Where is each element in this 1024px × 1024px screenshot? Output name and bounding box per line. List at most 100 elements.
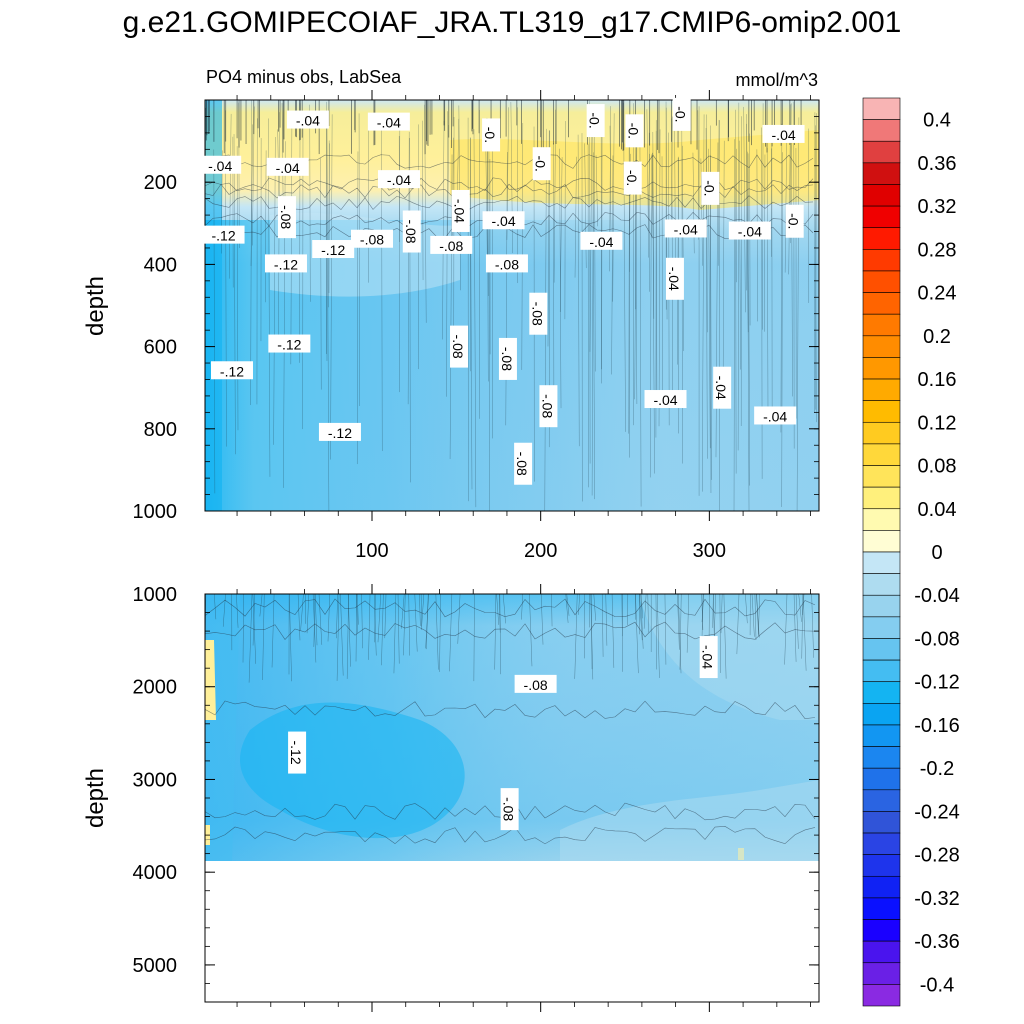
contour-line (595, 155, 598, 227)
svg-text:-.04: -.04 (492, 213, 516, 229)
contour-line (679, 594, 682, 670)
colorbar-tick-label: -0.32 (914, 888, 960, 910)
contour-line (496, 594, 499, 625)
colorbar-swatch (862, 854, 901, 877)
upper-x-tick-label: 100 (355, 540, 388, 562)
svg-text:-.08: -.08 (529, 302, 545, 326)
colorbar-tick-label: -0.28 (914, 845, 960, 867)
svg-text:-.04: -.04 (653, 392, 677, 408)
contour-line (577, 134, 580, 447)
upper-contour-label: -.12 (268, 334, 311, 353)
svg-text:-0.: -0. (482, 127, 498, 143)
contour-line (320, 158, 322, 390)
contour-line (559, 157, 563, 313)
contour-line (671, 116, 673, 224)
svg-text:-.12: -.12 (277, 337, 301, 353)
svg-text:-0.: -0. (624, 170, 640, 186)
contour-line (601, 594, 604, 657)
lower-contour-label: -.12 (288, 731, 307, 774)
contour-line (250, 124, 253, 267)
colorbar-tick-label: -0.04 (914, 585, 960, 607)
contour-line (414, 594, 418, 652)
colorbar-tick-label: 0.08 (918, 456, 957, 478)
svg-text:-.04: -.04 (387, 172, 411, 188)
contour-line (551, 594, 553, 627)
contour-line (373, 594, 377, 656)
contour-line (682, 145, 685, 352)
contour-line (746, 151, 750, 511)
upper-contour-label: -.08 (350, 229, 393, 248)
contour-line (494, 594, 497, 670)
contour-line (655, 594, 658, 670)
contour-line (780, 123, 783, 433)
contour-line (409, 138, 411, 483)
colorbar-tick-label: 0.2 (923, 326, 951, 348)
colorbar-tick-label: -0.08 (914, 628, 960, 650)
colorbar-swatch (862, 724, 901, 747)
contour-line (419, 594, 421, 626)
contour-line (686, 594, 690, 653)
upper-contour-label: -.04 (199, 155, 242, 174)
colorbar-tick-label: 0.4 (923, 110, 951, 132)
contour-line (205, 621, 816, 640)
colorbar-swatch (862, 378, 901, 401)
chart-title: g.e21.GOMIPECOIAF_JRA.TL319_g17.CMIP6-om… (122, 6, 902, 39)
colorbar-tick-label: 0.16 (918, 369, 957, 391)
colorbar-swatch (862, 119, 901, 142)
contour-line (635, 594, 639, 674)
upper-contour-label: -.08 (430, 235, 473, 254)
contour-line (248, 594, 253, 683)
svg-text:-.12: -.12 (274, 256, 298, 272)
contour-line (590, 594, 594, 680)
contour-line (655, 130, 658, 405)
lower-no-data-area (205, 861, 819, 1002)
contour-line (381, 594, 384, 666)
svg-text:-.12: -.12 (220, 363, 244, 379)
contour-line (565, 594, 569, 623)
colorbar-swatch (862, 767, 901, 791)
contour-line (300, 594, 304, 631)
svg-text:-.08: -.08 (524, 677, 548, 693)
svg-text:-.04: -.04 (666, 267, 682, 291)
contour-line (313, 594, 316, 647)
contour-line (408, 594, 410, 656)
upper-contour-label: -0. (625, 114, 644, 148)
svg-text:-.04: -.04 (377, 115, 401, 131)
contour-line (743, 106, 746, 313)
contour-line (327, 594, 331, 642)
colorbar-swatch (862, 421, 901, 445)
contour-line (553, 109, 556, 283)
contour-line (403, 594, 406, 656)
lower-y-tick-label: 2000 (133, 677, 178, 699)
contour-line (473, 129, 477, 508)
contour-line (233, 134, 236, 455)
svg-text:-.08: -.08 (501, 797, 517, 821)
contour-line (719, 594, 721, 673)
colorbar-swatch (862, 789, 901, 812)
contour-line (393, 594, 397, 674)
contour-line (426, 594, 429, 650)
svg-text:-.04: -.04 (589, 234, 613, 250)
contour-line (265, 150, 267, 303)
colorbar-tick-label: 0.04 (918, 499, 957, 521)
contour-line (722, 140, 725, 391)
contour-line (640, 594, 644, 619)
contour-line (609, 125, 612, 243)
contour-line (297, 594, 301, 641)
svg-text:-0.: -0. (786, 213, 802, 229)
contour-line (289, 594, 292, 682)
upper-contour-label: -.04 (266, 157, 309, 176)
contour-line (593, 594, 596, 621)
colorbar-swatch (862, 357, 901, 380)
contour-line (521, 594, 523, 620)
upper-units-label: mmol/m^3 (736, 70, 818, 90)
upper-contour-label: -.12 (264, 254, 307, 273)
upper-contour-label: -.08 (402, 210, 421, 253)
svg-text:-.12: -.12 (211, 228, 235, 244)
upper-y-tick-label: 400 (144, 254, 177, 276)
colorbar-swatch (862, 249, 901, 272)
contour-line (646, 109, 649, 258)
svg-text:-0.: -0. (673, 106, 689, 122)
contour-line (611, 594, 615, 668)
contour-line (574, 156, 577, 278)
